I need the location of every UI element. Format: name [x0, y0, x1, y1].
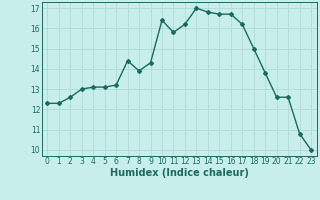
X-axis label: Humidex (Indice chaleur): Humidex (Indice chaleur)	[110, 168, 249, 178]
